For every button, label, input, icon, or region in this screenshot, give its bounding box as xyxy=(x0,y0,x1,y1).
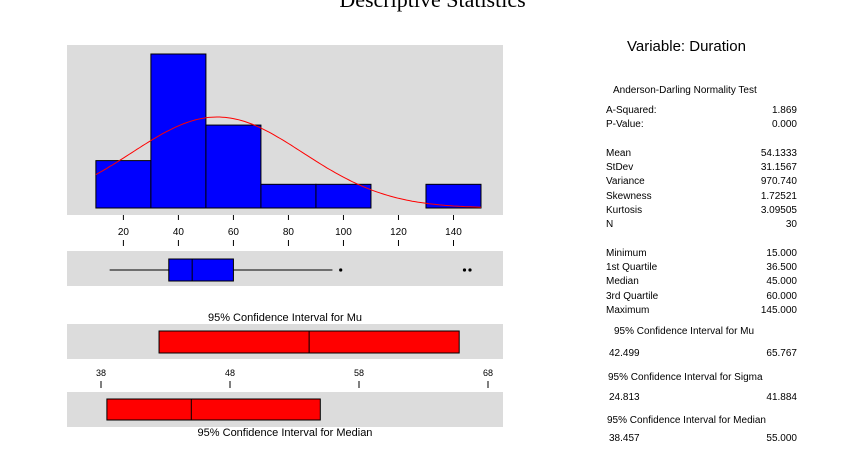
ci-mu-lower: 42.499 xyxy=(609,348,640,359)
stat-row: Maximum 145.000 xyxy=(606,305,797,318)
stat-label: Variance xyxy=(606,176,645,187)
ci-sigma-lower: 24.813 xyxy=(609,392,640,403)
stat-row: Variance 970.740 xyxy=(606,176,797,189)
stat-label: 1st Quartile xyxy=(606,262,658,273)
stat-label: Minimum xyxy=(606,248,647,259)
histogram-bar xyxy=(260,183,317,209)
boxplot-outlier xyxy=(462,268,467,272)
stat-value: 31.1567 xyxy=(760,162,797,173)
stat-value: 1.72521 xyxy=(760,191,797,202)
stat-label: Kurtosis xyxy=(606,205,643,216)
histogram-bar xyxy=(205,124,262,209)
ci-mu-title: 95% Confidence Interval for Mu xyxy=(614,326,755,337)
stat-value: 3.09505 xyxy=(760,205,797,216)
variable-title: Variable: Duration xyxy=(627,38,746,55)
stat-value: 60.000 xyxy=(766,291,797,302)
stat-row: 1st Quartile 36.500 xyxy=(606,262,797,275)
histogram-bar xyxy=(315,183,372,209)
stat-row: P-Value: 0.000 xyxy=(606,119,797,132)
stat-value: 30 xyxy=(785,219,797,230)
boxplot-panel xyxy=(67,251,503,286)
stat-row: StDev 31.1567 xyxy=(606,162,797,175)
boxplot-box xyxy=(168,258,234,282)
stat-value: 1.869 xyxy=(771,105,797,116)
stat-row: Kurtosis 3.09505 xyxy=(606,205,797,218)
ci-tick-label: 68 xyxy=(483,368,493,378)
stat-value: 145.000 xyxy=(760,305,797,316)
ci-median-upper: 55.000 xyxy=(766,433,797,444)
histogram-tick-label: 80 xyxy=(283,227,295,238)
histogram-tick-label: 20 xyxy=(118,227,130,238)
histogram-tick-label: 60 xyxy=(228,227,240,238)
stat-value: 36.500 xyxy=(766,262,797,273)
ci-mu-values: 42.499 65.767 xyxy=(609,348,797,361)
stat-row: Median 45.000 xyxy=(606,276,797,289)
ci-sigma-title: 95% Confidence Interval for Sigma xyxy=(608,372,763,383)
stat-value: 45.000 xyxy=(766,276,797,287)
stat-row: N 30 xyxy=(606,219,797,232)
ci-tick-label: 48 xyxy=(225,368,235,378)
histogram-bar xyxy=(425,183,482,209)
stat-row: Skewness 1.72521 xyxy=(606,191,797,204)
stat-label: Skewness xyxy=(606,191,652,202)
boxplot-outlier xyxy=(468,268,472,272)
boxplot-outlier xyxy=(339,268,343,272)
stat-row: 3rd Quartile 60.000 xyxy=(606,291,797,304)
ci-median-values: 38.457 55.000 xyxy=(609,433,797,446)
stat-label: A-Squared: xyxy=(606,105,657,116)
stat-label: N xyxy=(606,219,614,230)
histogram-tick-label: 120 xyxy=(390,227,407,238)
normal-curve xyxy=(95,116,482,208)
ci-mu-label: 95% Confidence Interval for Mu xyxy=(208,312,362,324)
stat-label: P-Value: xyxy=(606,119,644,130)
stat-row: A-Squared: 1.869 xyxy=(606,105,797,118)
histogram-bar xyxy=(95,160,152,209)
histogram-tick-label: 100 xyxy=(335,227,352,238)
ad-test-title: Anderson-Darling Normality Test xyxy=(613,85,757,96)
ci-sigma-upper: 41.884 xyxy=(766,392,797,403)
ci-median-lower: 38.457 xyxy=(609,433,640,444)
histogram-tick-label: 140 xyxy=(445,227,462,238)
stat-value: 970.740 xyxy=(760,176,797,187)
ci-tick-label: 38 xyxy=(96,368,106,378)
ci-median-label: 95% Confidence Interval for Median xyxy=(198,427,373,439)
stat-row: Minimum 15.000 xyxy=(606,248,797,261)
page-title: Descriptive Statistics xyxy=(0,0,865,13)
stat-value: 54.1333 xyxy=(760,148,797,159)
histogram-tick-label: 40 xyxy=(173,227,185,238)
stat-label: Median xyxy=(606,276,639,287)
stat-label: Maximum xyxy=(606,305,650,316)
stat-row: Mean 54.1333 xyxy=(606,148,797,161)
stat-label: StDev xyxy=(606,162,634,173)
ci-median-title: 95% Confidence Interval for Median xyxy=(607,415,766,426)
stat-value: 15.000 xyxy=(766,248,797,259)
ci-tick-label: 58 xyxy=(354,368,364,378)
histogram-bar xyxy=(150,53,207,209)
stat-label: Mean xyxy=(606,148,632,159)
ci-sigma-values: 24.813 41.884 xyxy=(609,392,797,405)
ci-mu-upper: 65.767 xyxy=(766,348,797,359)
stat-value: 0.000 xyxy=(771,119,797,130)
stat-label: 3rd Quartile xyxy=(606,291,659,302)
ci-median-bar xyxy=(106,398,321,421)
